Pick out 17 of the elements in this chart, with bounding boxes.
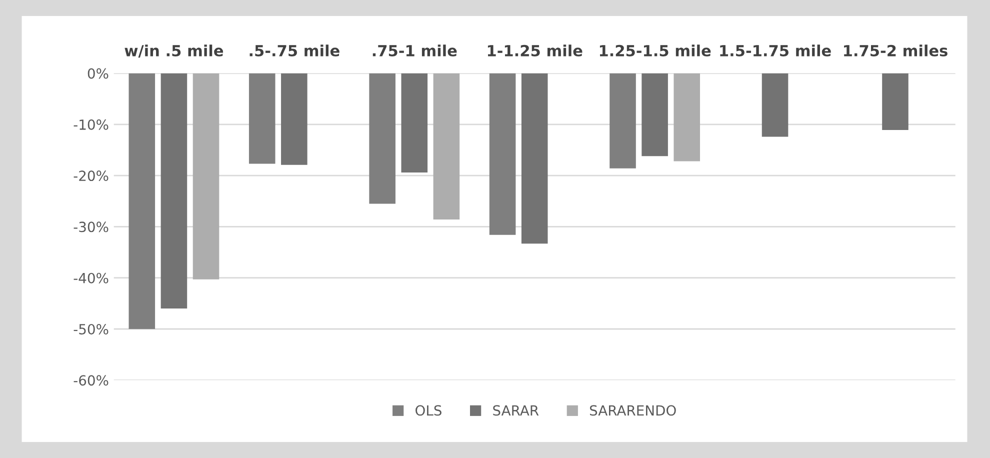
legend-label: SARARENDO: [590, 405, 676, 416]
x-tick-label: 1.75-2 miles: [844, 44, 948, 56]
legend-label: SARAR: [493, 405, 539, 416]
x-tick-label: .75-1 mile: [372, 44, 457, 56]
legend-label: OLS: [416, 405, 442, 416]
y-tick-label: -60%: [74, 375, 108, 386]
y-tick-label: -50%: [74, 324, 108, 334]
y-tick-label: -40%: [74, 272, 108, 284]
x-tick-label: .5-.75 mile: [250, 44, 340, 56]
x-tick-label: 1.5-1.75 mile: [720, 44, 831, 56]
y-tick-label: -20%: [74, 170, 108, 182]
x-tick-label: 1.25-1.5 mile: [600, 44, 711, 56]
x-tick-label: 1-1.25 mile: [488, 44, 582, 56]
y-tick-label: -30%: [74, 222, 108, 232]
y-tick-label: -10%: [74, 119, 108, 130]
y-tick-label: 0%: [88, 68, 108, 79]
x-tick-label: w/in .5 mile: [124, 44, 224, 58]
